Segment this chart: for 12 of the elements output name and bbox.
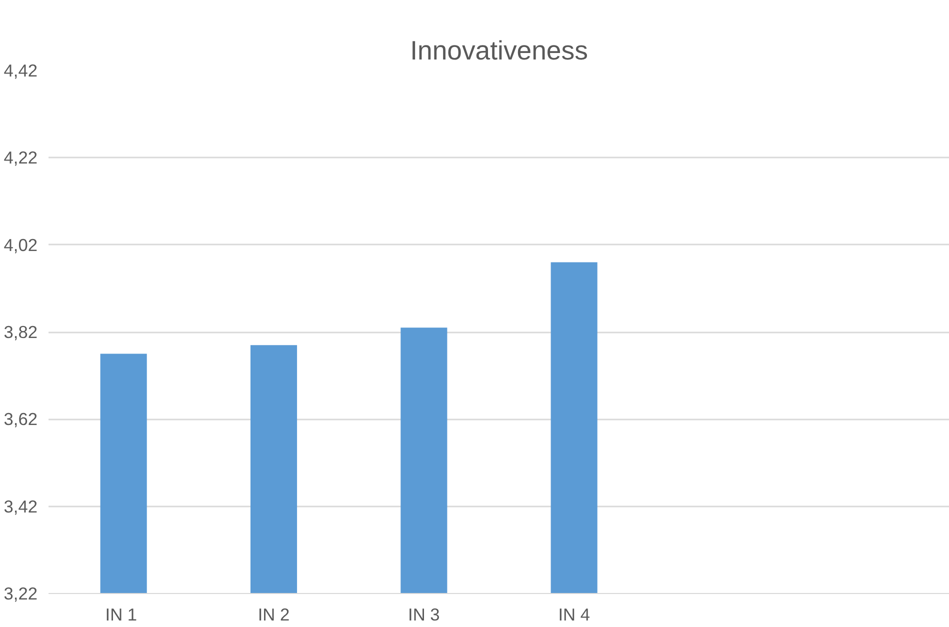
x-tick-label: IN 3 (408, 604, 440, 624)
y-tick-label: 3,62 (4, 409, 38, 430)
x-tick-label: IN 4 (558, 604, 590, 624)
x-tick-label: IN 1 (105, 604, 138, 624)
chart-title: Innovativeness (410, 36, 588, 66)
y-tick-label: 4,02 (4, 234, 38, 255)
y-tick-label: 3,82 (4, 322, 38, 342)
x-tick-label: IN 2 (258, 604, 290, 624)
y-tick-label: 3,22 (4, 584, 38, 604)
y-tick-label: 3,42 (4, 496, 38, 516)
y-tick-label: 4,42 (4, 60, 38, 80)
y-tick-label: 4,22 (4, 148, 38, 168)
